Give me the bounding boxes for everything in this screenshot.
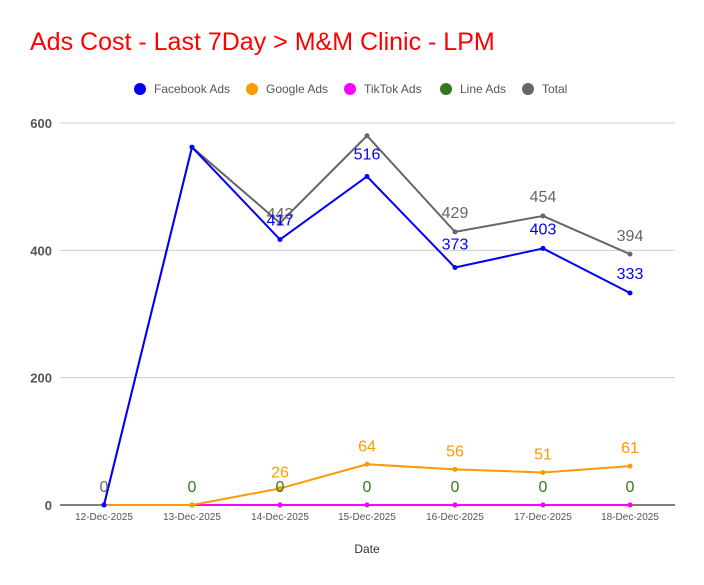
axes: 0 200 400 600 12-Dec-2025 13-Dec-2025 14-Dec-2…: [30, 116, 675, 523]
google-ads-data-label: 26: [271, 464, 289, 481]
legend-marker-facebook-ads: [134, 83, 146, 95]
total-data-label: 454: [530, 189, 557, 206]
legend-item-line-ads[interactable]: Line Ads: [440, 82, 506, 96]
total-data-label: 429: [442, 205, 469, 222]
google-ads-point: [540, 470, 546, 476]
total-point: [277, 220, 283, 226]
google-ads-data-label: 64: [358, 438, 376, 455]
google-ads-point: [627, 463, 633, 469]
legend[interactable]: Facebook Ads Google Ads TikTok Ads Line Ads…: [134, 82, 567, 96]
facebook-ads-data-label: 373: [442, 237, 469, 254]
legend-label-facebook-ads: Facebook Ads: [154, 82, 230, 96]
tiktok-ads-point: [364, 502, 370, 508]
google-ads-data-label: 51: [534, 447, 552, 464]
series-lines: [101, 133, 633, 508]
legend-label-line-ads: Line Ads: [460, 82, 506, 96]
tiktok-ads-point: [540, 502, 546, 508]
x-tick-label: 18-Dec-2025: [601, 512, 659, 523]
legend-label-tiktok-ads: TikTok Ads: [364, 82, 422, 96]
total-data-label: 0: [100, 479, 109, 496]
facebook-ads-point: [540, 245, 546, 251]
line-ads-data-label: 0: [539, 479, 548, 496]
gridlines: [60, 122, 675, 379]
chart-title: Ads Cost - Last 7Day > M&M Clinic - LPM: [30, 28, 495, 56]
legend-item-facebook-ads[interactable]: Facebook Ads: [134, 82, 230, 96]
line-ads-data-label: 0: [626, 479, 635, 496]
facebook-ads-point: [364, 173, 370, 179]
google-ads-point: [452, 466, 458, 472]
facebook-ads-point: [627, 290, 633, 296]
legend-marker-google-ads: [246, 83, 258, 95]
legend-label-total: Total: [542, 82, 567, 96]
facebook-ads-data-label: 403: [530, 221, 557, 238]
y-tick-label: 200: [30, 371, 52, 386]
x-tick-label: 15-Dec-2025: [338, 512, 396, 523]
tiktok-ads-point: [277, 502, 283, 508]
legend-item-tiktok-ads[interactable]: TikTok Ads: [344, 82, 422, 96]
facebook-ads-point: [277, 237, 283, 243]
facebook-ads-data-label: 516: [354, 146, 381, 163]
total-point: [452, 229, 458, 235]
legend-item-google-ads[interactable]: Google Ads: [246, 82, 328, 96]
google-ads-data-label: 56: [446, 443, 464, 460]
legend-label-google-ads: Google Ads: [266, 82, 328, 96]
total-point: [627, 251, 633, 257]
legend-marker-line-ads: [440, 83, 452, 95]
legend-marker-tiktok-ads: [344, 83, 356, 95]
x-tick-label: 13-Dec-2025: [163, 512, 221, 523]
y-tick-label: 400: [30, 243, 52, 258]
x-tick-label: 12-Dec-2025: [75, 512, 133, 523]
x-tick-label: 16-Dec-2025: [426, 512, 484, 523]
google-ads-point: [189, 502, 195, 508]
total-data-label: 394: [617, 228, 644, 245]
line-ads-data-label: 0: [276, 479, 285, 496]
x-axis-title: Date: [354, 542, 380, 556]
facebook-ads-data-label: 333: [617, 266, 644, 283]
facebook-ads-point: [189, 144, 195, 150]
tiktok-ads-point: [627, 502, 633, 508]
google-ads-point: [277, 485, 283, 491]
facebook-ads-data-label: 417: [267, 213, 294, 230]
legend-item-total[interactable]: Total: [522, 82, 567, 96]
x-tick-label: 17-Dec-2025: [514, 512, 572, 523]
total-point: [540, 213, 546, 219]
legend-marker-total: [522, 83, 534, 95]
y-tick-label: 0: [45, 498, 52, 513]
y-tick-label: 600: [30, 116, 52, 131]
google-ads-point: [364, 461, 370, 467]
tiktok-ads-point: [452, 502, 458, 508]
facebook-ads-point: [452, 265, 458, 271]
line-ads-data-label: 0: [188, 479, 197, 496]
google-ads-data-label: 61: [621, 440, 639, 457]
x-tick-label: 14-Dec-2025: [251, 512, 309, 523]
total-point: [364, 133, 370, 139]
line-ads-data-label: 0: [451, 479, 460, 496]
line-ads-data-label: 0: [363, 479, 372, 496]
facebook-ads-point: [101, 502, 107, 508]
total-data-label: 443: [267, 206, 294, 223]
